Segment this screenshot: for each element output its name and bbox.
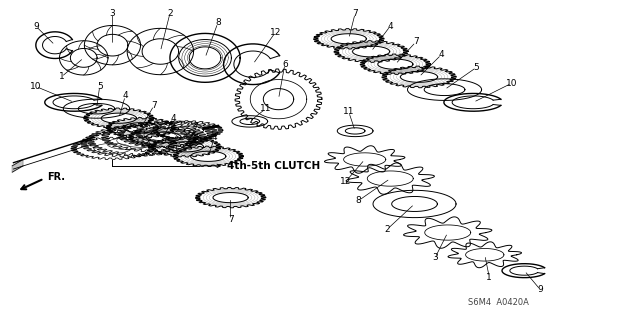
Text: 10: 10 bbox=[506, 79, 517, 88]
Text: 7: 7 bbox=[352, 9, 358, 18]
Text: 4: 4 bbox=[170, 114, 176, 123]
Text: 5: 5 bbox=[474, 63, 479, 72]
Text: 4: 4 bbox=[122, 92, 128, 100]
Text: 3: 3 bbox=[109, 9, 115, 18]
Text: 10: 10 bbox=[30, 82, 42, 91]
Text: 8: 8 bbox=[215, 19, 221, 27]
Text: 5: 5 bbox=[97, 82, 102, 91]
Text: 4: 4 bbox=[387, 22, 393, 31]
Text: 11: 11 bbox=[343, 108, 355, 116]
Text: 4: 4 bbox=[438, 50, 444, 59]
Text: 3: 3 bbox=[432, 254, 438, 263]
Text: 2: 2 bbox=[384, 225, 390, 234]
Text: 7: 7 bbox=[151, 101, 157, 110]
Text: 12: 12 bbox=[269, 28, 281, 37]
Text: 1: 1 bbox=[486, 272, 492, 281]
Text: 7: 7 bbox=[228, 215, 234, 224]
Text: FR.: FR. bbox=[47, 172, 65, 182]
Text: 7: 7 bbox=[193, 123, 198, 132]
Text: 2: 2 bbox=[167, 9, 173, 18]
Text: 4th-5th CLUTCH: 4th-5th CLUTCH bbox=[227, 161, 321, 171]
Text: 7: 7 bbox=[413, 38, 419, 47]
Text: S6M4  A0420A: S6M4 A0420A bbox=[468, 298, 529, 307]
Polygon shape bbox=[12, 160, 23, 172]
Text: 12: 12 bbox=[340, 177, 351, 186]
Text: 6: 6 bbox=[282, 60, 288, 69]
Text: 11: 11 bbox=[260, 104, 271, 113]
Text: 9: 9 bbox=[538, 285, 543, 294]
Text: 1: 1 bbox=[58, 72, 64, 81]
Text: 9: 9 bbox=[33, 22, 38, 31]
Text: 4: 4 bbox=[212, 133, 218, 142]
Text: 8: 8 bbox=[355, 196, 361, 205]
